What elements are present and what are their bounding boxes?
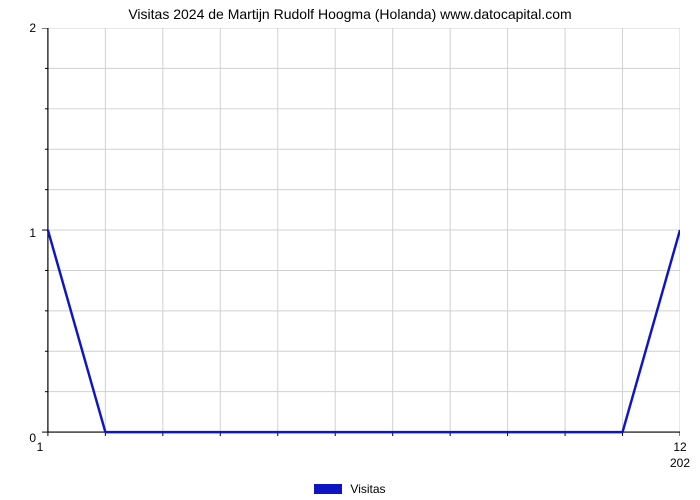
visits-chart: Visitas 2024 de Martijn Rudolf Hoogma (H… (0, 0, 700, 500)
x-tick-right-sub: 202 (670, 456, 690, 470)
x-tick-right: 12 (673, 440, 686, 454)
plot-area (40, 28, 680, 438)
y-tick-0: 0 (6, 431, 36, 445)
y-tick-1: 1 (6, 226, 36, 240)
legend: Visitas (0, 482, 700, 496)
chart-title: Visitas 2024 de Martijn Rudolf Hoogma (H… (0, 6, 700, 22)
legend-swatch (314, 484, 342, 494)
y-tick-2: 2 (6, 21, 36, 35)
legend-label: Visitas (350, 482, 385, 496)
plot-svg (40, 28, 680, 438)
x-tick-left: 1 (37, 440, 44, 454)
